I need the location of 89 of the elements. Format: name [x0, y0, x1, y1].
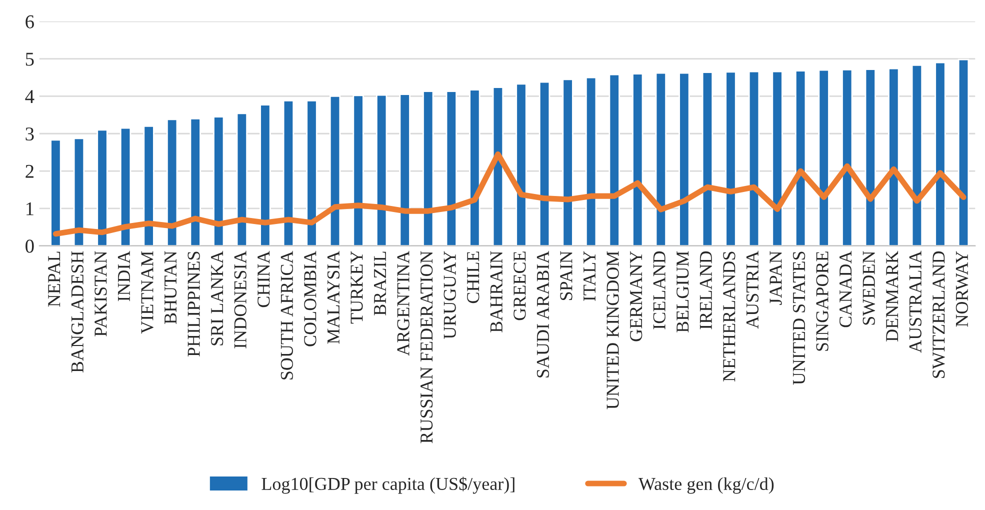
bar [166, 118, 178, 246]
bar [50, 139, 62, 246]
bar [911, 64, 923, 246]
x-tick-label: ARGENTINA [397, 250, 410, 356]
bar [516, 83, 527, 246]
bar [422, 90, 434, 246]
bar [818, 69, 830, 246]
x-tick-label: SWITZERLAND [932, 251, 945, 378]
bar [329, 96, 341, 246]
x-tick-label: BAHRAIN [490, 251, 502, 332]
bar [120, 127, 132, 246]
x-tick-label: GREECE [514, 252, 526, 320]
x-tick-label: VIETNAM [141, 251, 154, 334]
bar [538, 81, 550, 246]
bar [73, 138, 85, 246]
x-tick-label: BRAZIL [374, 252, 386, 316]
y-tick-label: 2 [26, 164, 34, 178]
bar [376, 94, 388, 246]
x-tick-label: JAPAN [770, 251, 782, 305]
x-tick-label: AUSTRIA [746, 250, 759, 329]
bar [399, 94, 410, 246]
x-tick-label: SAUDI ARABIA [536, 250, 550, 378]
x-tick-label: SOUTH AFRICA [280, 250, 293, 380]
bar [562, 78, 574, 246]
x-tick-label: UNITED KINGDOM [606, 251, 619, 410]
x-tick-label: DENMARK [886, 250, 898, 342]
x-tick-label: UNITED STATES [792, 252, 806, 385]
x-tick-label: ITALY [583, 251, 596, 301]
y-tick-label: 1 [26, 202, 34, 216]
x-tick-label: RUSSIAN FEDERATION [420, 251, 433, 444]
x-tick-label: SWEDEN [862, 251, 876, 325]
x-tick-label: IRELAND [700, 251, 712, 330]
bar [585, 76, 597, 246]
x-tick-label: COLOMBIA [304, 250, 316, 346]
bar [958, 58, 970, 246]
x-tick-label: NETHERLANDS [723, 252, 736, 382]
x-tick-label: NORWAY [956, 251, 968, 327]
y-tick-label: 0 [26, 240, 34, 253]
bar [236, 112, 248, 246]
bar [213, 116, 224, 246]
bar [446, 90, 457, 246]
x-tick-label: SRI LANKA [211, 250, 224, 346]
x-tick-label: BHUTAN [164, 251, 177, 324]
y-tick-label: 3 [26, 127, 34, 141]
x-tick-label: SPAIN [560, 251, 572, 300]
x-tick-label: BANGLADESH [71, 251, 84, 373]
x-tick-label: CHINA [258, 250, 270, 308]
x-tick-label: INDIA [118, 250, 130, 302]
x-tick-label: URUGUAY [444, 251, 456, 339]
x-tick-label: PAKISTAN [94, 251, 107, 336]
bar [260, 104, 271, 246]
x-tick-label: CANADA [840, 250, 852, 328]
bar [678, 72, 690, 246]
bar [608, 74, 620, 246]
x-tick-label: TURKEY [350, 251, 363, 324]
x-tick-label: AUSTRALIA [909, 250, 922, 353]
x-tick-label: CHILE [467, 252, 480, 304]
y-tick-label: 5 [26, 52, 34, 66]
bar [96, 129, 108, 246]
bar [352, 94, 364, 246]
x-tick-label: PHILIPPINES [188, 252, 200, 356]
bar [143, 125, 154, 246]
bar [190, 118, 201, 246]
bar [655, 72, 666, 246]
bar [492, 86, 504, 246]
bar [702, 72, 714, 246]
bar [725, 71, 736, 246]
bar [632, 73, 644, 246]
x-tick-label: ICELAND [653, 251, 666, 330]
bar [282, 100, 294, 246]
legend-label: Log10[GDP per capita (US$/year)] [262, 476, 514, 494]
x-tick-label: NEPAL [48, 252, 60, 307]
x-tick-label: INDONESIA [234, 250, 246, 348]
y-tick-label: 6 [26, 15, 34, 28]
bar [888, 68, 900, 246]
bar [469, 89, 480, 246]
x-tick-label: GERMANY [630, 251, 642, 342]
x-tick-label: SINGAPORE [816, 252, 828, 351]
bar [772, 70, 783, 246]
bar [864, 68, 876, 246]
legend-label: Waste gen (kg/c/d) [638, 477, 774, 494]
x-tick-label: MALAYSIA [327, 250, 340, 344]
x-tick-label: BELGIUM [676, 251, 689, 332]
y-tick-label: 4 [25, 90, 34, 103]
bar [842, 68, 853, 246]
bar [306, 100, 318, 246]
bar [748, 70, 760, 246]
bar [934, 62, 946, 246]
bar [794, 70, 806, 246]
